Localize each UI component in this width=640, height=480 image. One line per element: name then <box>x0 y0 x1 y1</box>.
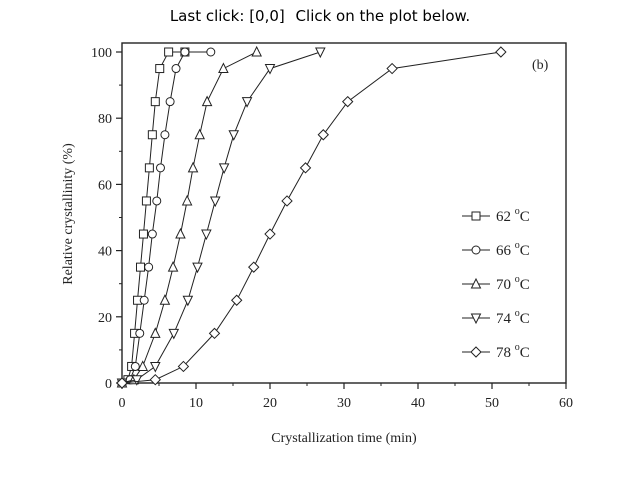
data-point-78 <box>341 95 354 108</box>
legend-label-74: 74 oC <box>496 308 530 327</box>
legend-marker-74 <box>470 313 482 325</box>
data-point-78 <box>317 129 329 141</box>
y-tick-label: 0 <box>105 377 112 392</box>
data-point-74 <box>149 361 161 373</box>
series-line-78 <box>121 51 501 384</box>
data-point-66 <box>144 262 154 272</box>
data-point-70 <box>137 360 149 371</box>
series-74 <box>116 47 326 390</box>
last-click-value: [0,0] <box>249 7 285 25</box>
data-point-74 <box>209 196 221 208</box>
x-tick-label: 20 <box>263 396 277 411</box>
series-78 <box>116 46 507 389</box>
data-point-62 <box>136 262 145 272</box>
data-point-78 <box>149 373 162 386</box>
data-point-78 <box>230 294 243 306</box>
y-tick-label: 100 <box>91 46 112 61</box>
x-axis-label: Crystallization time (min) <box>271 431 417 446</box>
legend-entry-74: 74 oC <box>462 308 530 327</box>
data-point-78 <box>177 360 190 373</box>
data-point-62 <box>147 130 157 140</box>
x-tick-label: 10 <box>189 396 203 411</box>
data-point-62 <box>155 64 165 74</box>
data-point-78 <box>116 377 128 389</box>
data-point-66 <box>180 47 190 57</box>
y-tick-label: 20 <box>98 311 112 326</box>
data-point-66 <box>135 328 145 338</box>
data-point-78 <box>281 195 293 207</box>
legend-entry-78: 78 oC <box>462 342 530 361</box>
data-point-74 <box>182 295 194 307</box>
x-tick-label: 50 <box>485 396 499 411</box>
data-point-74 <box>168 328 180 340</box>
data-point-66 <box>206 47 216 57</box>
data-point-66 <box>152 196 162 206</box>
data-point-70 <box>149 327 161 338</box>
data-point-74 <box>218 163 230 174</box>
data-point-70 <box>159 294 171 305</box>
data-point-66 <box>171 64 181 74</box>
data-point-66 <box>160 130 170 140</box>
data-point-74 <box>228 130 240 141</box>
legend-label-70: 70 oC <box>496 274 530 293</box>
legend-label-66: 66 oC <box>496 240 530 259</box>
data-point-62 <box>150 97 160 107</box>
data-point-70 <box>201 95 213 107</box>
data-point-74 <box>241 97 253 108</box>
data-point-74 <box>201 229 212 241</box>
x-tick-label: 0 <box>119 396 126 411</box>
data-point-70 <box>167 261 179 272</box>
x-tick-label: 40 <box>411 396 425 411</box>
legend-label-78: 78 oC <box>496 342 530 361</box>
data-point-70 <box>218 62 229 74</box>
y-axis-label: Relative crystallinity (%) <box>61 143 76 285</box>
data-point-78 <box>299 162 312 174</box>
data-point-66 <box>130 361 140 371</box>
x-tick-label: 60 <box>559 396 573 411</box>
data-point-78 <box>264 228 276 240</box>
data-point-74 <box>192 262 203 274</box>
series-line-62 <box>121 51 185 384</box>
data-point-70 <box>181 194 193 206</box>
legend-marker-70 <box>470 277 482 289</box>
y-tick-label: 40 <box>98 245 112 260</box>
legend-marker-78 <box>470 346 482 358</box>
status-line: Last click: [0,0] Click on the plot belo… <box>0 7 640 25</box>
legend-marker-66 <box>471 245 481 255</box>
legend-entry-66: 66 oC <box>462 240 530 259</box>
data-point-70 <box>175 227 186 239</box>
x-tick-label: 30 <box>337 396 351 411</box>
panel-label: (b) <box>532 58 549 73</box>
plot-instruction: Click on the plot below. <box>295 7 471 25</box>
legend-marker-62 <box>471 211 481 221</box>
data-point-78 <box>208 327 221 340</box>
data-point-78 <box>386 62 398 75</box>
data-point-62 <box>164 47 174 57</box>
y-tick-label: 60 <box>98 178 112 193</box>
series-70 <box>116 45 262 388</box>
data-point-78 <box>248 261 260 273</box>
data-point-70 <box>187 161 199 173</box>
legend-entry-62: 62 oC <box>462 206 530 225</box>
data-point-66 <box>147 229 157 239</box>
data-point-74 <box>131 375 143 386</box>
data-point-74 <box>264 64 276 75</box>
y-tick-label: 80 <box>98 112 112 127</box>
series-line-66 <box>121 51 211 384</box>
data-point-66 <box>155 163 165 173</box>
data-point-70 <box>194 128 206 140</box>
data-point-62 <box>138 229 148 239</box>
data-point-74 <box>315 47 326 59</box>
legend-label-62: 62 oC <box>496 206 530 225</box>
data-point-62 <box>144 163 154 173</box>
legend-entry-70: 70 oC <box>462 274 530 293</box>
data-point-66 <box>139 295 149 305</box>
last-click-label: Last click: <box>169 7 245 25</box>
data-point-66 <box>165 97 175 107</box>
data-point-70 <box>251 45 262 57</box>
data-point-62 <box>141 196 151 206</box>
data-point-78 <box>495 46 507 58</box>
